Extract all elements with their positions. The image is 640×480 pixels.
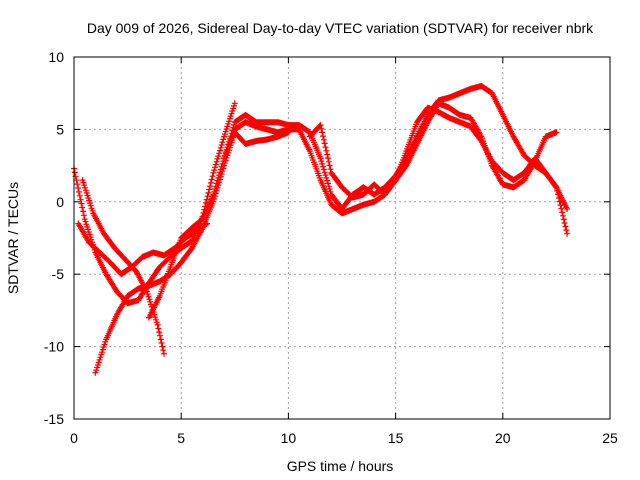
chart-title: Day 009 of 2026, Sidereal Day-to-day VTE… — [87, 20, 594, 36]
x-axis-label: GPS time / hours — [287, 458, 394, 474]
plot-frame — [73, 56, 611, 420]
series-track-5 — [146, 104, 571, 321]
series-track-4 — [92, 129, 292, 376]
y-tick-label: 10 — [48, 49, 64, 65]
series-track-7 — [306, 100, 560, 201]
x-tick-label: 5 — [177, 430, 185, 446]
x-axis-ticks: 0 5 10 15 20 25 — [70, 57, 618, 446]
x-tick-label: 25 — [602, 430, 618, 446]
y-tick-label: 0 — [56, 194, 64, 210]
y-tick-label: -10 — [44, 339, 64, 355]
y-axis-ticks: -15 -10 -5 0 5 10 — [44, 49, 610, 427]
data-series — [71, 83, 571, 376]
x-tick-label: 10 — [281, 430, 297, 446]
y-tick-label: -15 — [44, 411, 64, 427]
series-track-3 — [79, 177, 167, 357]
grid-lines — [74, 57, 610, 419]
x-tick-label: 20 — [495, 430, 511, 446]
x-tick-label: 15 — [388, 430, 404, 446]
series-track-6 — [221, 83, 571, 237]
y-tick-label: 5 — [56, 121, 64, 137]
x-tick-label: 0 — [70, 430, 78, 446]
y-tick-label: -5 — [52, 266, 65, 282]
y-axis-label: SDTVAR / TECUs — [5, 182, 21, 294]
